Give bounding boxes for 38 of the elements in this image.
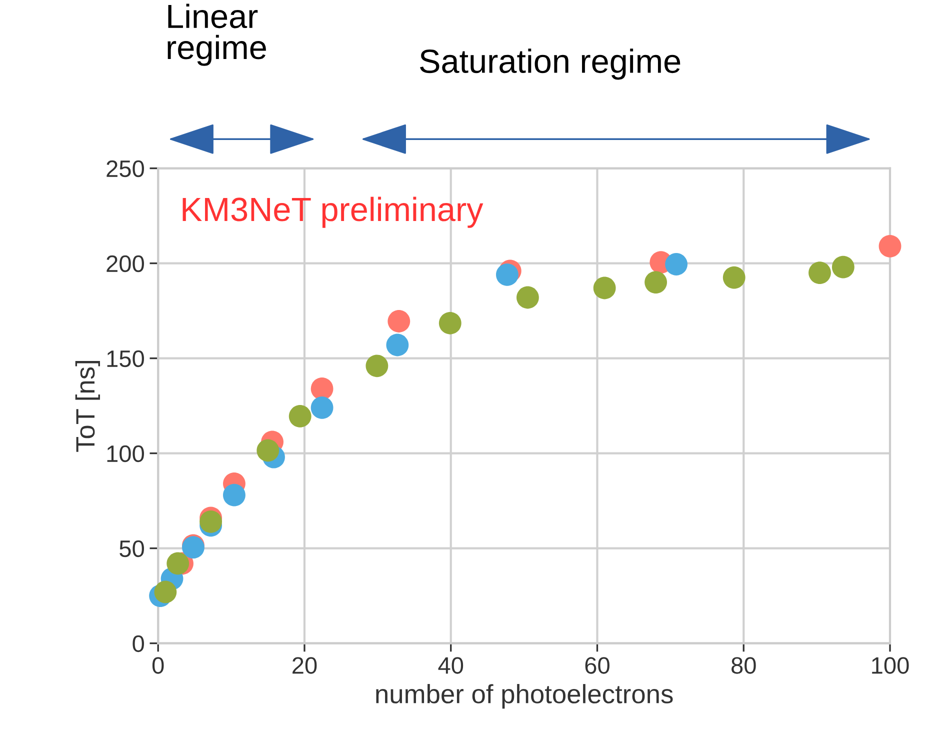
x-tick-label: 0 <box>152 657 164 674</box>
point <box>438 312 462 334</box>
point <box>496 264 518 286</box>
x-axis-title: number of photoelectrons <box>376 684 673 709</box>
y-tick-label: 0 <box>132 635 144 652</box>
y-axis-title: ToT [ns] <box>75 360 100 452</box>
point <box>288 405 312 428</box>
x-tick-label: 40 <box>438 657 464 674</box>
point <box>388 310 410 332</box>
point <box>310 377 334 400</box>
point <box>386 334 409 356</box>
y-tick-label: 150 <box>107 350 144 368</box>
point <box>200 510 222 533</box>
point <box>310 396 334 419</box>
point <box>665 253 688 276</box>
y-tick-label: 200 <box>106 255 144 272</box>
y-tick-label: 250 <box>106 160 144 178</box>
point <box>722 266 746 289</box>
point <box>808 262 831 284</box>
point <box>223 484 246 506</box>
point <box>516 286 539 309</box>
x-tick-label: 60 <box>585 657 610 674</box>
point <box>878 235 902 258</box>
text: Saturation regime <box>420 48 680 80</box>
point <box>593 276 616 300</box>
y-tick-label: 100 <box>107 445 144 462</box>
text: Linear regime <box>168 4 266 66</box>
point <box>366 354 388 378</box>
point <box>644 271 667 294</box>
point <box>256 439 280 462</box>
point <box>166 552 190 575</box>
x-tick-label: 100 <box>872 657 909 674</box>
x-tick-label: 80 <box>732 657 756 674</box>
annotation: KM3NeT preliminary <box>182 196 484 228</box>
x-tick-label: 20 <box>292 657 317 674</box>
point <box>832 256 854 278</box>
point <box>154 580 177 604</box>
y-tick-label: 50 <box>120 540 144 558</box>
